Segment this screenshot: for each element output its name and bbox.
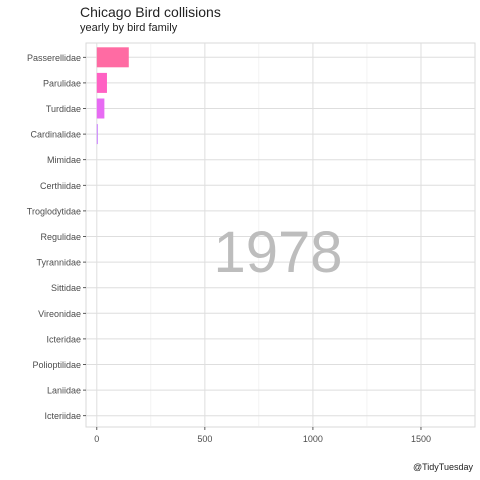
y-tick-label: Parulidae [43, 78, 81, 88]
bar [96, 98, 105, 119]
y-tick-label: Sittidae [51, 283, 81, 293]
y-tick-label: Icteriidae [44, 411, 81, 421]
y-tick-label: Laniidae [47, 386, 81, 396]
y-tick-label: Troglodytidae [27, 206, 81, 216]
bar [96, 47, 129, 68]
y-tick-label: Regulidae [40, 232, 81, 242]
y-tick-label: Turdidae [46, 104, 81, 114]
chart-caption: @TidyTuesday [413, 462, 473, 472]
y-tick-label: Vireonidae [38, 309, 81, 319]
chart-subtitle: yearly by bird family [80, 22, 178, 34]
bar [96, 124, 98, 145]
year-label: 1978 [213, 220, 342, 285]
y-tick-label: Certhiidae [40, 181, 81, 191]
y-tick-label: Tyrannidae [36, 258, 81, 268]
y-tick-label: Icteridae [46, 334, 81, 344]
y-tick-label: Mimidae [47, 155, 81, 165]
x-tick-label: 1500 [411, 434, 431, 444]
bar [96, 72, 107, 93]
x-tick-label: 0 [94, 434, 99, 444]
chart-title: Chicago Bird collisions [80, 4, 221, 20]
x-tick-label: 1000 [303, 434, 323, 444]
y-tick-label: Passerellidae [27, 53, 81, 63]
y-tick-label: Cardinalidae [30, 130, 81, 140]
y-tick-label: Polioptilidae [32, 360, 81, 370]
x-tick-label: 500 [197, 434, 212, 444]
